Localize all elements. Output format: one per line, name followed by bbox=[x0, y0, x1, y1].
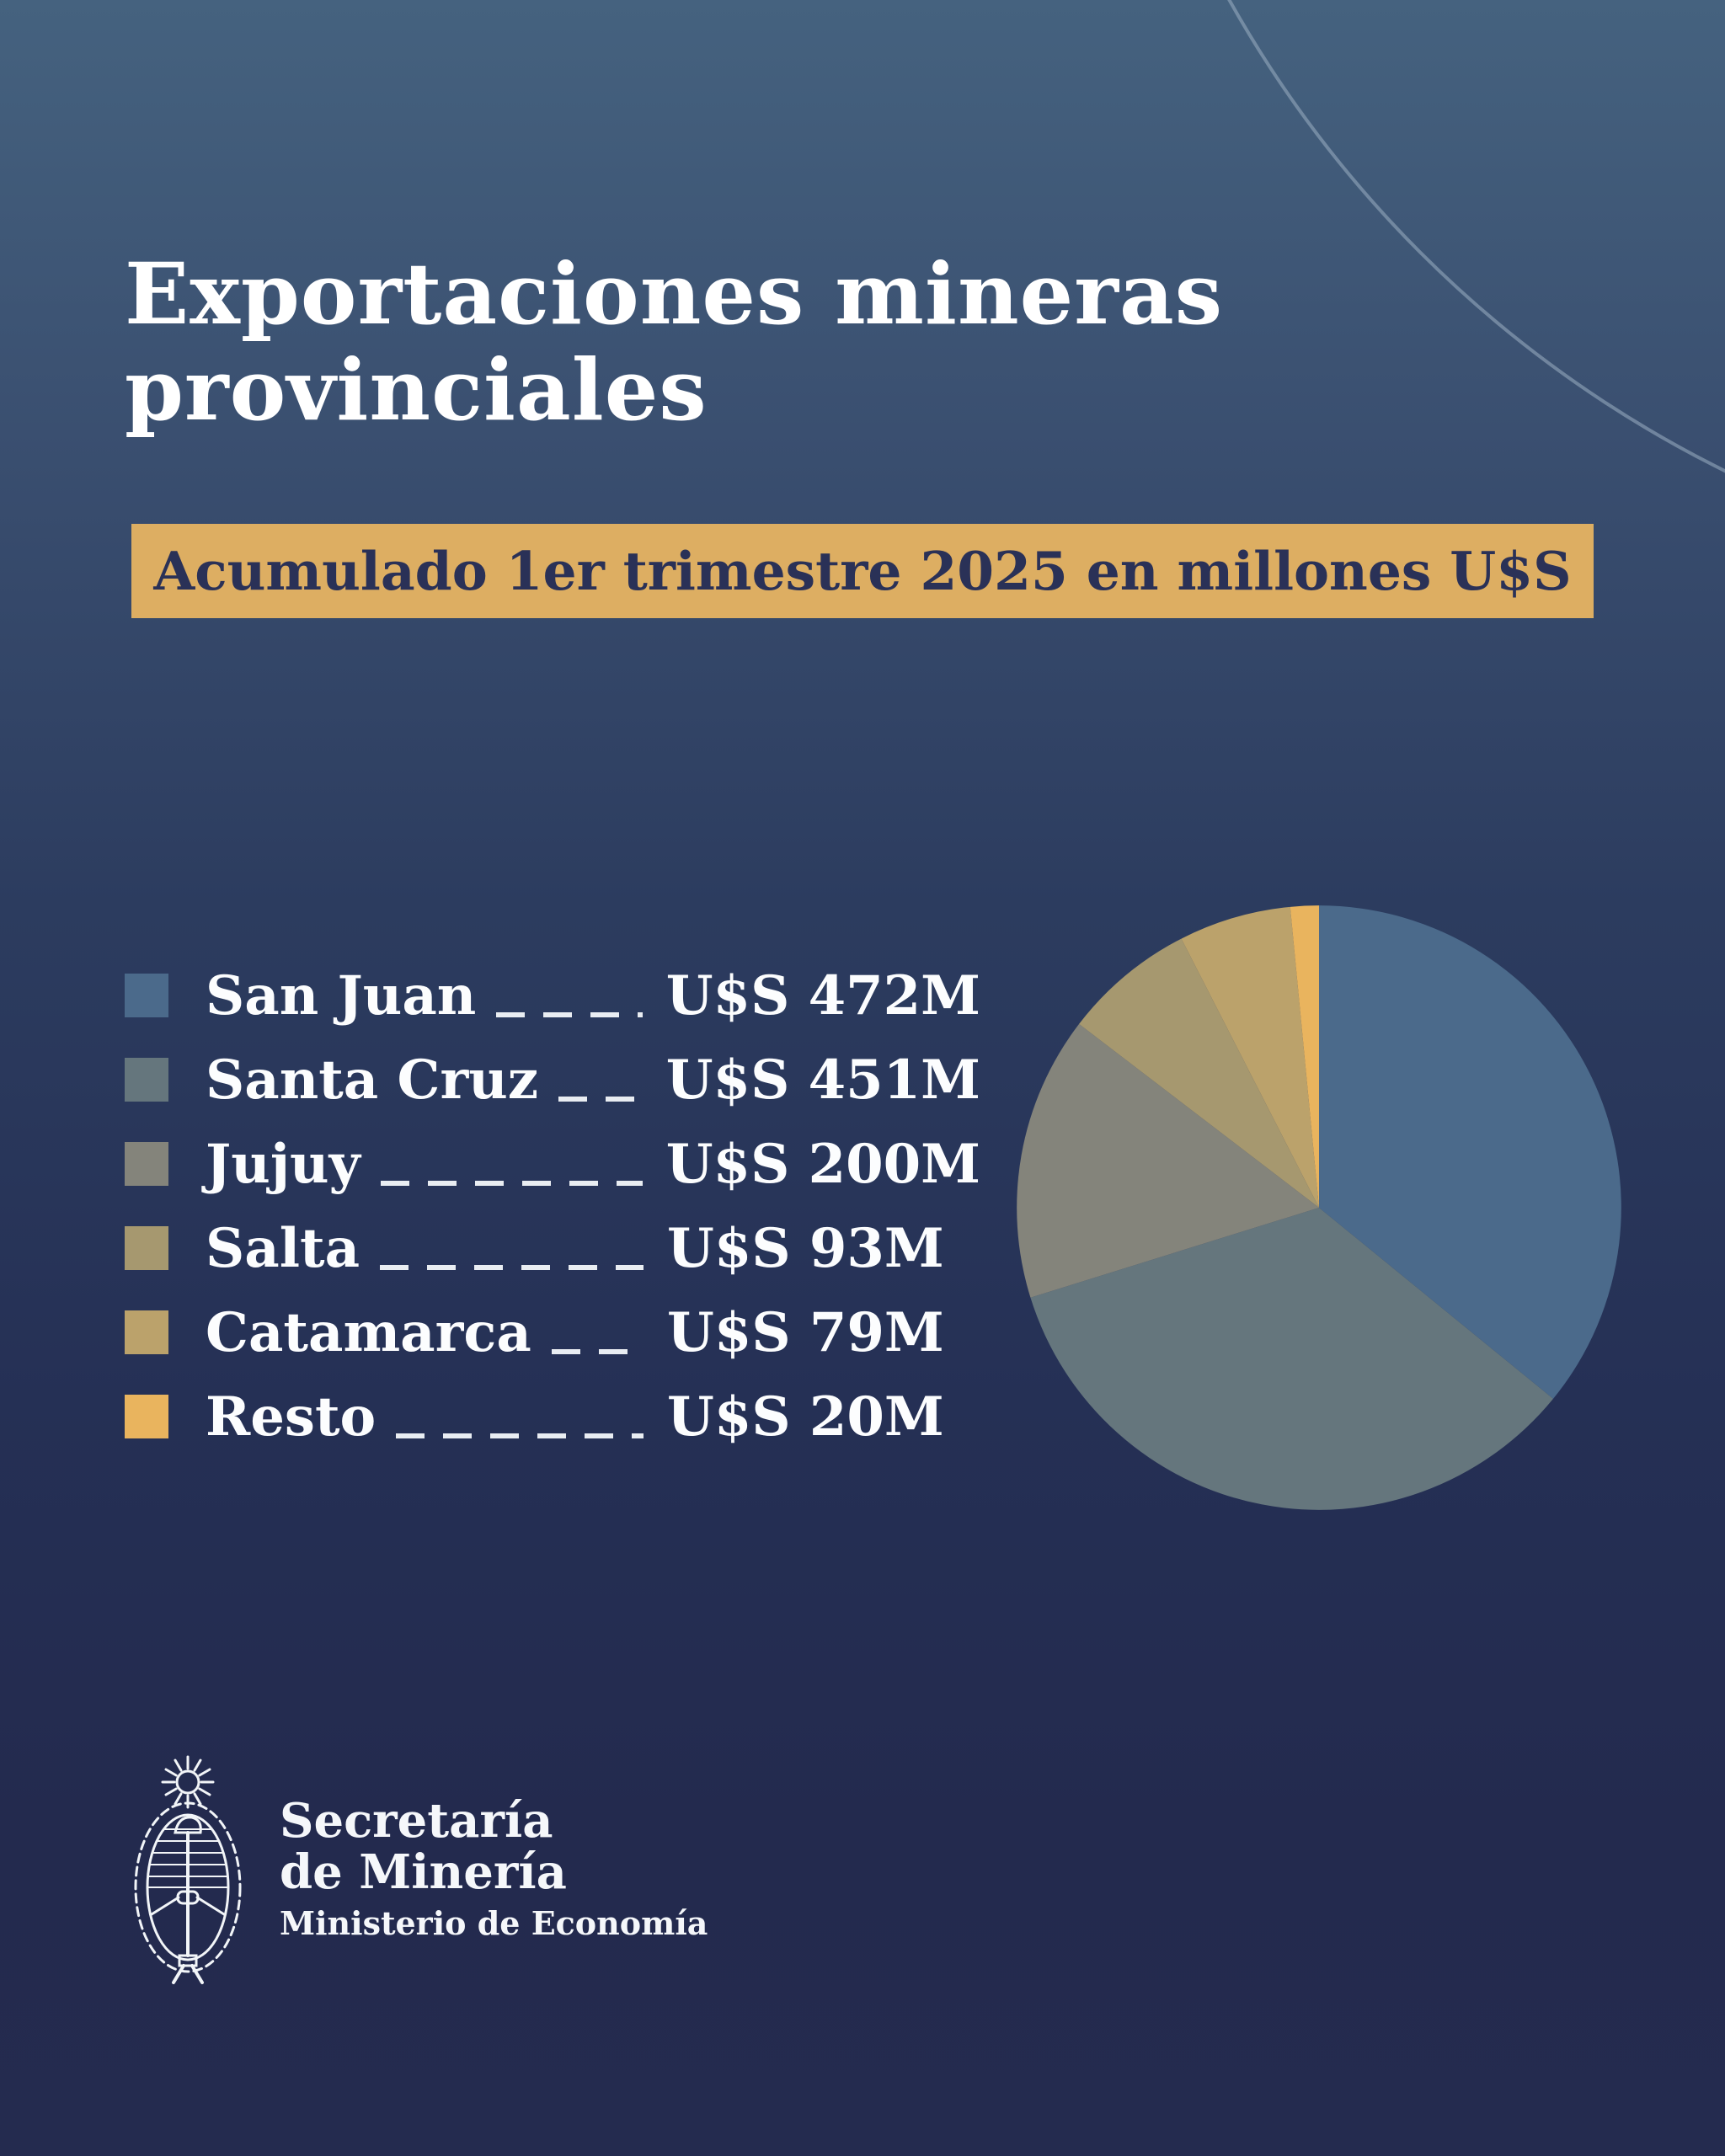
chart-legend: San Juan U$S 472M Santa Cruz U$S 451M Ju… bbox=[125, 953, 980, 1459]
logo-text: Secretaría de Minería Ministerio de Econ… bbox=[280, 1796, 708, 1942]
title-line-2: provinciales bbox=[125, 340, 708, 440]
legend-value: U$S 79M bbox=[667, 1300, 944, 1364]
legend-value: U$S 451M bbox=[665, 1048, 980, 1112]
legend-color-swatch bbox=[125, 1058, 168, 1102]
legend-color-swatch bbox=[125, 974, 168, 1017]
legend-value: U$S 472M bbox=[665, 963, 980, 1027]
legend-color-swatch bbox=[125, 1226, 168, 1270]
ribbon bbox=[172, 1954, 204, 1984]
legend-item-resto: Resto U$S 20M bbox=[125, 1374, 980, 1459]
legend-value: U$S 200M bbox=[665, 1132, 980, 1196]
legend-value: U$S 20M bbox=[667, 1385, 944, 1449]
pie-slice-santa-cruz bbox=[1030, 1208, 1554, 1510]
legend-color-swatch bbox=[125, 1142, 168, 1186]
footer-logo: Secretaría de Minería Ministerio de Econ… bbox=[125, 1748, 708, 1989]
legend-label: San Juan bbox=[206, 963, 477, 1027]
pie-chart bbox=[1017, 905, 1621, 1510]
org-name-line-2: de Minería bbox=[280, 1844, 567, 1900]
legend-item-jujuy: Jujuy U$S 200M bbox=[125, 1122, 980, 1206]
legend-label: Jujuy bbox=[206, 1132, 360, 1196]
dashed-leader bbox=[380, 1181, 643, 1186]
legend-item-catamarca: Catamarca U$S 79M bbox=[125, 1290, 980, 1374]
legend-label: Salta bbox=[206, 1216, 360, 1280]
argentina-coat-of-arms-icon bbox=[134, 1755, 242, 1984]
legend-item-santa-cruz: Santa Cruz U$S 451M bbox=[125, 1038, 980, 1122]
legend-item-salta: Salta U$S 93M bbox=[125, 1206, 980, 1290]
legend-label: Catamarca bbox=[206, 1300, 531, 1364]
org-ministry: Ministerio de Economía bbox=[280, 1903, 708, 1942]
dashed-leader bbox=[558, 1097, 643, 1102]
handshake bbox=[150, 1890, 226, 1916]
pie-slice-catamarca bbox=[1181, 906, 1319, 1208]
legend-item-san-juan: San Juan U$S 472M bbox=[125, 953, 980, 1038]
org-name-line-1: Secretaría bbox=[280, 1793, 553, 1849]
pie-slice-salta bbox=[1079, 938, 1319, 1208]
title-line-1: Exportaciones mineras bbox=[125, 244, 1224, 344]
subtitle-banner: Acumulado 1er trimestre 2025 en millones… bbox=[131, 524, 1594, 618]
sun-rays bbox=[161, 1755, 215, 1809]
pie-slice-jujuy bbox=[1017, 1023, 1319, 1298]
legend-label: Resto bbox=[206, 1385, 377, 1449]
subtitle-text: Acumulado 1er trimestre 2025 en millones… bbox=[153, 540, 1572, 602]
pie-slice-san-juan bbox=[1319, 905, 1621, 1399]
pie-slice-resto bbox=[1290, 905, 1319, 1208]
legend-color-swatch bbox=[125, 1395, 168, 1438]
legend-label: Santa Cruz bbox=[206, 1048, 539, 1112]
dashed-leader bbox=[380, 1265, 644, 1270]
dashed-leader bbox=[396, 1433, 644, 1438]
legend-color-swatch bbox=[125, 1310, 168, 1354]
legend-value: U$S 93M bbox=[667, 1216, 944, 1280]
dashed-leader bbox=[551, 1349, 644, 1354]
page-title: Exportaciones mineras provinciales bbox=[125, 246, 1223, 438]
laurel-wreath bbox=[134, 1801, 242, 1973]
pike-and-cap bbox=[174, 1816, 202, 1957]
dashed-leader bbox=[496, 1012, 643, 1017]
